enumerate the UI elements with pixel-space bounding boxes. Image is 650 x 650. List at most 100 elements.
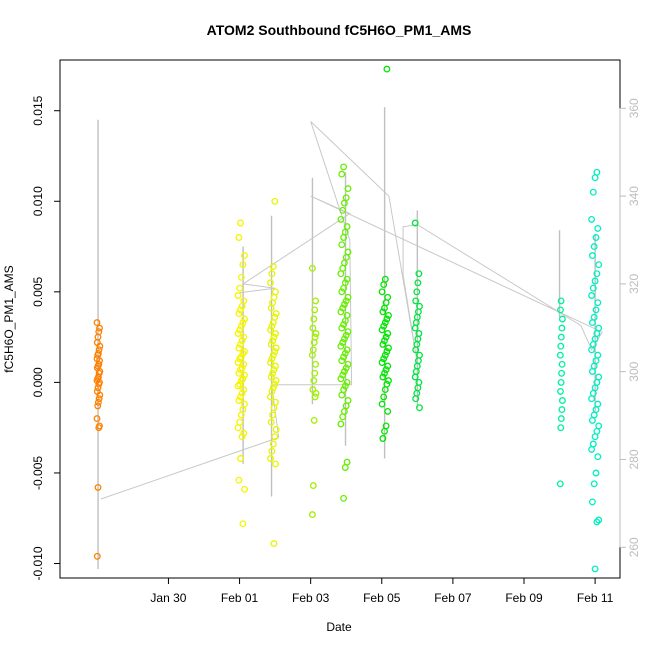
data-point (93, 415, 101, 423)
data-point (415, 270, 423, 278)
data-point (341, 464, 349, 471)
data-point (383, 315, 391, 323)
data-point (557, 297, 565, 305)
x-tick-label: Jan 30 (150, 591, 186, 605)
data-point (343, 378, 351, 386)
data-point (340, 320, 348, 328)
data-point (413, 288, 421, 296)
data-point (310, 416, 318, 424)
data-point (237, 273, 245, 281)
data-point (271, 197, 279, 205)
data-point (589, 188, 597, 196)
data-point (588, 215, 596, 223)
data-point (237, 411, 245, 419)
data-point (95, 424, 103, 432)
data-point (234, 330, 242, 337)
data-point (267, 359, 274, 366)
data-point (310, 315, 318, 323)
data-point (272, 377, 280, 385)
data-point (381, 427, 388, 435)
data-point (240, 360, 248, 368)
data-point (339, 371, 347, 379)
data-point (382, 366, 390, 374)
data-point (379, 340, 387, 348)
data-point (239, 319, 247, 327)
data-point (378, 326, 386, 334)
data-point (380, 322, 388, 330)
data-point (340, 353, 348, 361)
data-point (340, 199, 348, 207)
data-point (380, 355, 388, 363)
y-tick-label: 0.010 (31, 186, 45, 216)
data-point (341, 349, 349, 357)
data-point (311, 369, 319, 377)
data-point (338, 391, 346, 399)
data-point (379, 373, 387, 381)
data-point (267, 455, 274, 462)
data-point (309, 482, 317, 490)
data-point (384, 330, 392, 337)
y2-tick-label: 320 (627, 274, 641, 294)
data-point (588, 498, 596, 506)
data-point (268, 322, 276, 330)
data-point (381, 351, 389, 359)
data-point (267, 279, 274, 287)
data-point (381, 304, 388, 312)
data-point (272, 288, 279, 296)
data-point (267, 340, 275, 348)
x-axis-label: Date (326, 620, 352, 634)
y-tick-label: -0.005 (31, 456, 45, 490)
data-point (557, 378, 565, 386)
data-point (592, 234, 600, 241)
data-point (337, 420, 345, 428)
data-point (271, 433, 279, 441)
data-point (588, 416, 596, 424)
data-point (269, 411, 277, 419)
data-point (238, 302, 246, 310)
data-point (341, 382, 349, 390)
data-point (591, 277, 599, 285)
data-point (239, 520, 247, 528)
data-point (93, 552, 101, 560)
chart-title: ATOM2 Southbound fC5H6O_PM1_AMS (207, 22, 472, 38)
data-point (593, 518, 601, 526)
data-point (340, 163, 348, 171)
data-point (271, 380, 279, 388)
data-point (236, 284, 244, 292)
data-point (237, 353, 245, 361)
data-point (557, 342, 565, 350)
data-point (269, 263, 277, 270)
data-point (385, 311, 392, 319)
data-point (337, 215, 345, 223)
data-point (590, 243, 598, 251)
y-tick-label: -0.010 (31, 546, 45, 580)
data-point (269, 299, 277, 307)
data-point (272, 310, 280, 318)
data-point (414, 279, 422, 287)
data-point (272, 344, 280, 352)
data-point (240, 386, 248, 394)
data-point (591, 174, 599, 182)
data-point (412, 346, 420, 354)
data-point (380, 393, 388, 401)
data-point (592, 469, 600, 477)
data-point (272, 426, 280, 433)
data-point (311, 306, 319, 314)
y-axis-left: -0.010 -0.005 0.000 0.005 0.010 0.015 (31, 95, 61, 581)
data-point (337, 375, 345, 383)
data-point (385, 377, 392, 385)
data-point (339, 413, 347, 421)
data-point (240, 429, 248, 437)
data-point (241, 485, 248, 493)
data-point (235, 476, 243, 484)
data-point (267, 373, 275, 381)
data-point (381, 337, 388, 345)
data-point (340, 335, 348, 343)
data-point (95, 380, 103, 388)
data-point (384, 293, 392, 301)
plot-frame (59, 59, 621, 579)
data-point (340, 494, 348, 502)
data-point (385, 344, 392, 352)
y2-tick-label: 360 (627, 98, 641, 118)
